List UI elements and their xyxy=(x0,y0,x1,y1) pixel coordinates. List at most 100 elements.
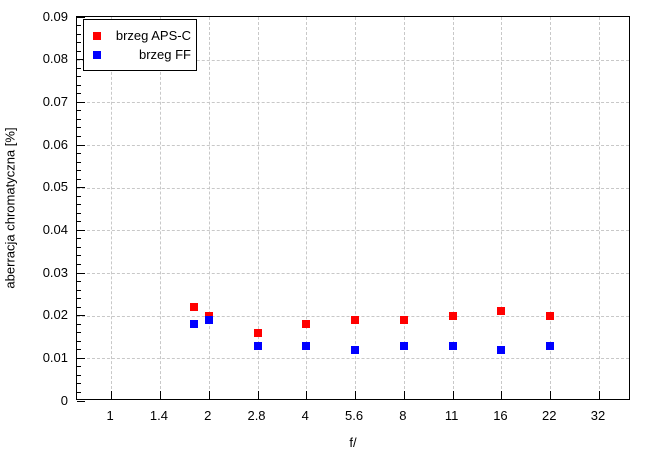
y-axis-minor-tick xyxy=(77,246,81,248)
vertical-gridline xyxy=(208,17,210,399)
y-tick-label: 0 xyxy=(60,392,68,408)
data-point-aps-c xyxy=(351,315,360,324)
y-axis-minor-tick xyxy=(77,93,81,95)
y-axis-minor-tick xyxy=(77,178,81,180)
horizontal-gridline xyxy=(77,358,629,360)
vertical-gridline xyxy=(452,17,454,399)
plot-area xyxy=(76,16,630,402)
y-tick-label: 0.05 xyxy=(42,179,68,195)
y-axis-tick xyxy=(77,187,85,189)
data-point-ff xyxy=(399,341,408,350)
y-tick-label: 0.03 xyxy=(42,264,68,280)
y-axis-minor-tick xyxy=(77,153,81,155)
y-axis-minor-tick xyxy=(77,391,81,393)
x-tick-label: 2.8 xyxy=(247,408,266,423)
data-point-aps-c xyxy=(204,311,213,320)
y-axis-minor-tick xyxy=(77,161,81,163)
y-axis-minor-tick xyxy=(77,170,81,172)
x-tick-label: 16 xyxy=(493,408,508,423)
data-point-aps-c xyxy=(448,311,457,320)
data-point-ff xyxy=(546,341,555,350)
y-tick-label: 0.06 xyxy=(42,136,68,152)
horizontal-gridline xyxy=(77,59,629,61)
y-axis-minor-tick xyxy=(77,323,81,325)
y-axis-tick xyxy=(77,101,85,103)
y-axis-tick xyxy=(77,400,85,402)
y-axis-tick xyxy=(77,357,85,359)
y-tick-label: 0.01 xyxy=(42,349,68,365)
legend-marker-ff xyxy=(93,50,101,59)
x-axis-tick xyxy=(403,391,405,399)
legend: brzeg APS-C brzeg FF xyxy=(83,19,197,71)
x-tick-label: 5.6 xyxy=(345,408,364,423)
vertical-gridline xyxy=(306,17,308,399)
y-axis-minor-tick xyxy=(77,118,81,120)
y-axis-minor-tick xyxy=(77,195,81,197)
x-axis-tick xyxy=(159,391,161,399)
y-axis-minor-tick xyxy=(77,212,81,214)
y-axis-minor-tick xyxy=(77,383,81,385)
data-point-ff xyxy=(302,341,311,350)
x-axis-tick xyxy=(452,391,454,399)
y-axis-label: aberracja chromatyczna [%] xyxy=(2,127,18,289)
y-axis-tick xyxy=(77,272,85,274)
x-axis-tick xyxy=(111,391,113,399)
y-tick-label: 0.02 xyxy=(42,307,68,323)
data-point-ff xyxy=(190,320,199,329)
y-axis-minor-tick xyxy=(77,204,81,206)
y-axis-minor-tick xyxy=(77,221,81,223)
x-tick-label: 8 xyxy=(399,408,407,423)
y-axis-minor-tick xyxy=(77,255,81,257)
y-axis-minor-tick xyxy=(77,42,81,44)
y-tick-label: 0.07 xyxy=(42,93,68,109)
data-point-aps-c xyxy=(399,315,408,324)
y-axis-tick xyxy=(77,16,85,18)
y-axis-minor-tick xyxy=(77,374,81,376)
y-axis-minor-tick xyxy=(77,298,81,300)
horizontal-gridline xyxy=(77,102,629,104)
y-axis-minor-tick xyxy=(77,67,81,69)
y-axis-tick xyxy=(77,229,85,231)
y-axis-minor-tick xyxy=(77,366,81,368)
y-axis-minor-tick xyxy=(77,332,81,334)
y-tick-label: 0.04 xyxy=(42,221,68,237)
y-axis-minor-tick xyxy=(77,340,81,342)
horizontal-gridline xyxy=(77,230,629,232)
y-tick-label: 0.08 xyxy=(42,51,68,67)
y-axis-tick xyxy=(77,59,85,61)
legend-label-ff: brzeg FF xyxy=(138,47,191,62)
x-tick-label: 1.4 xyxy=(149,408,168,423)
x-axis-tick xyxy=(598,391,600,399)
data-point-aps-c xyxy=(302,320,311,329)
x-axis-tick xyxy=(355,391,357,399)
x-tick-label: 2 xyxy=(204,408,212,423)
data-point-ff xyxy=(351,345,360,354)
x-tick-label: 11 xyxy=(444,408,459,423)
x-tick-label: 22 xyxy=(541,408,557,423)
horizontal-gridline xyxy=(77,145,629,146)
vertical-gridline xyxy=(355,17,357,399)
vertical-gridline xyxy=(159,17,161,399)
vertical-gridline xyxy=(501,17,503,399)
y-axis-minor-tick xyxy=(77,84,81,86)
vertical-gridline xyxy=(403,17,405,399)
y-axis-minor-tick xyxy=(77,263,81,265)
y-axis-minor-tick xyxy=(77,289,81,291)
y-axis-minor-tick xyxy=(77,33,81,35)
y-axis-minor-tick xyxy=(77,238,81,240)
y-axis-minor-tick xyxy=(77,110,81,112)
horizontal-gridline xyxy=(77,187,629,189)
y-axis-minor-tick xyxy=(77,127,81,129)
data-point-ff xyxy=(448,341,457,350)
y-axis-minor-tick xyxy=(77,50,81,52)
x-axis-tick xyxy=(306,391,308,399)
x-tick-label: 32 xyxy=(590,408,606,423)
y-axis-minor-tick xyxy=(77,306,81,308)
legend-marker-aps-c xyxy=(93,31,101,40)
legend-row-aps-c: brzeg APS-C xyxy=(93,26,191,45)
data-point-ff xyxy=(204,315,213,324)
y-axis-tick xyxy=(77,315,85,317)
vertical-gridline xyxy=(111,17,113,399)
x-tick-label: 1 xyxy=(106,408,114,423)
